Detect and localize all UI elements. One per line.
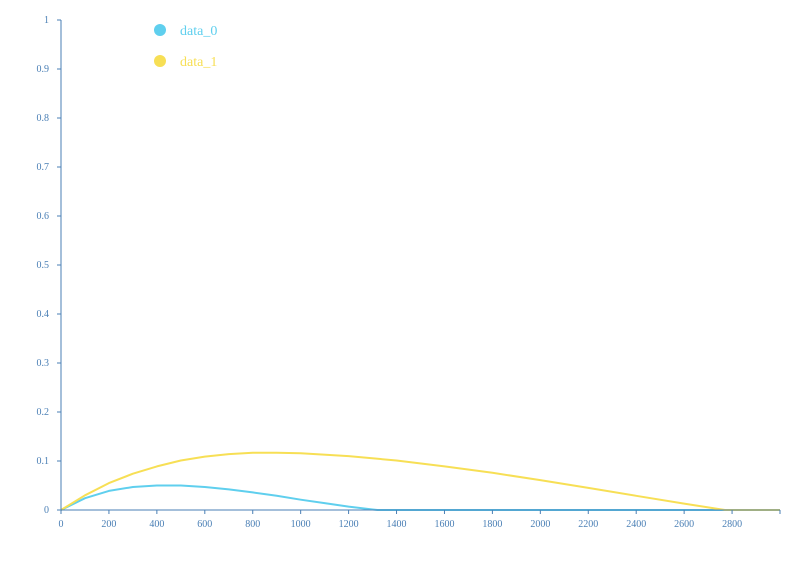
legend-label: data_1 — [180, 55, 217, 70]
x-tick-label: 2000 — [530, 519, 550, 530]
y-tick-label: 0.7 — [37, 162, 50, 173]
x-tick-label: 800 — [245, 519, 260, 530]
legend: data_0 data_1 — [154, 24, 217, 70]
x-tick-label: 2600 — [674, 519, 694, 530]
series-layer — [60, 451, 780, 511]
y-tick-label: 0.4 — [37, 309, 50, 320]
x-tick-label: 1000 — [291, 519, 311, 530]
legend-item-data_1[interactable]: data_1 — [154, 55, 217, 70]
legend-marker — [154, 24, 166, 36]
y-tick-label: 0 — [44, 505, 49, 516]
y-tick-label: 0.8 — [37, 113, 50, 124]
y-tick-label: 0.2 — [37, 407, 50, 418]
y-tick-label: 0.1 — [37, 456, 50, 467]
x-tick-label: 2800 — [722, 519, 742, 530]
x-tick-label: 1200 — [339, 519, 359, 530]
legend-marker — [154, 55, 166, 67]
y-tick-label: 1 — [44, 15, 49, 26]
x-tick-label: 200 — [101, 519, 116, 530]
x-tick-label: 2200 — [578, 519, 598, 530]
y-tick-label: 0.6 — [37, 211, 50, 222]
series-line-data_0 — [60, 484, 780, 511]
x-tick-label: 600 — [197, 519, 212, 530]
axes-layer: 0 0.1 0.2 0.3 0.4 0.5 0.6 0.7 0.8 0.9 1 0 200 400 600 8… — [37, 15, 781, 530]
legend-item-data_0[interactable]: data_0 — [154, 24, 217, 39]
legend-label: data_0 — [180, 24, 217, 39]
x-tick-label: 1600 — [434, 519, 454, 530]
x-tick-label: 2400 — [626, 519, 646, 530]
x-tick-label: 1800 — [482, 519, 502, 530]
y-tick-label: 0.9 — [37, 64, 50, 75]
x-tick-label: 1400 — [387, 519, 407, 530]
series-line-data_1 — [60, 451, 780, 511]
x-tick-label: 400 — [149, 519, 164, 530]
x-tick-label: 0 — [59, 519, 64, 530]
y-tick-label: 0.5 — [37, 260, 50, 271]
y-tick-label: 0.3 — [37, 358, 50, 369]
